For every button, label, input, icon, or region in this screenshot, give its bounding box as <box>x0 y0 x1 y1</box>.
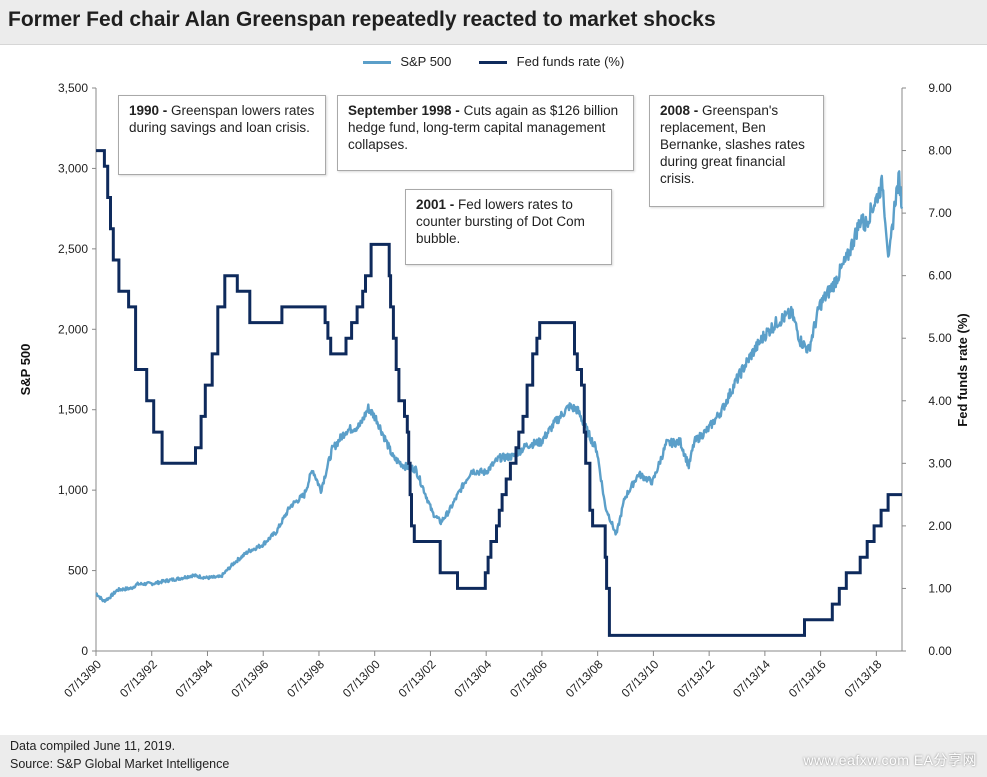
x-tick-label: 07/13/00 <box>340 657 383 700</box>
title-bar: Former Fed chair Alan Greenspan repeated… <box>0 0 987 45</box>
y-tick-label-right: 9.00 <box>928 81 952 95</box>
x-tick-label: 07/13/96 <box>228 657 271 700</box>
y-tick-label-right: 7.00 <box>928 206 952 220</box>
y-tick-label-left: 0 <box>81 644 88 658</box>
y-tick-label-right: 3.00 <box>928 456 952 470</box>
x-tick-label: 07/13/16 <box>786 657 829 700</box>
y-axis-title-right: Fed funds rate (%) <box>955 313 970 426</box>
y-tick-label-right: 4.00 <box>928 394 952 408</box>
annotation-2008-text: Greenspan's replacement, Ben Bernanke, s… <box>660 103 805 186</box>
x-tick-label: 07/13/94 <box>173 657 216 700</box>
x-tick-label: 07/13/06 <box>507 657 550 700</box>
y-tick-label-right: 0.00 <box>928 644 952 658</box>
y-tick-label-right: 5.00 <box>928 331 952 345</box>
y-tick-label-left: 2,500 <box>58 242 88 256</box>
y-tick-label-left: 1,500 <box>58 403 88 417</box>
y-tick-label-left: 3,000 <box>58 161 88 175</box>
annotation-1990: 1990 - Greenspan lowers rates during sav… <box>118 95 326 175</box>
x-tick-label: 07/13/90 <box>61 657 104 700</box>
x-tick-label: 07/13/02 <box>396 657 439 700</box>
legend-label-sp500: S&P 500 <box>400 54 452 70</box>
watermark: www.eafxw.com EA分享网 <box>803 752 977 768</box>
x-tick-label: 07/13/12 <box>674 657 717 700</box>
y-tick-label-left: 1,000 <box>58 483 88 497</box>
footer-date-note: Data compiled June 11, 2019. <box>10 739 176 753</box>
y-tick-label-right: 1.00 <box>928 581 952 595</box>
chart-title: Former Fed chair Alan Greenspan repeated… <box>8 8 716 31</box>
annotation-2001: 2001 - Fed lowers rates to counter burst… <box>405 189 612 265</box>
annotation-1998: September 1998 - Cuts again as $126 bill… <box>337 95 634 171</box>
y-axis-title-left: S&P 500 <box>18 344 33 396</box>
series-line-fed-funds <box>96 149 902 637</box>
y-tick-label-left: 3,500 <box>58 81 88 95</box>
annotation-1998-text: Cuts again as $126 billion hedge fund, l… <box>348 103 619 152</box>
annotation-1990-bold: 1990 - <box>129 103 168 118</box>
legend-label-fed: Fed funds rate (%) <box>516 54 625 70</box>
footer: Data compiled June 11, 2019. Source: S&P… <box>0 735 987 777</box>
x-tick-label: 07/13/18 <box>842 657 885 700</box>
y-tick-label-left: 2,000 <box>58 322 88 336</box>
annotation-1990-text: Greenspan lowers rates during savings an… <box>129 103 315 135</box>
series-line-sp500 <box>95 170 904 603</box>
legend-item-sp500: S&P 500 <box>362 54 452 70</box>
x-tick-label: 07/13/04 <box>451 657 494 700</box>
y-tick-label-right: 2.00 <box>928 519 952 533</box>
annotation-2008-bold: 2008 - <box>660 103 699 118</box>
x-tick-label: 07/13/92 <box>117 657 160 700</box>
footer-source: Source: S&P Global Market Intelligence <box>10 757 230 771</box>
series-layer <box>95 149 904 637</box>
x-tick-label: 07/13/10 <box>619 657 662 700</box>
x-tick-label: 07/13/98 <box>284 657 327 700</box>
y-tick-label-right: 8.00 <box>928 144 952 158</box>
annotation-2001-bold: 2001 - <box>416 197 455 212</box>
legend-item-fed: Fed funds rate (%) <box>479 54 624 69</box>
x-tick-label: 07/13/14 <box>730 657 773 700</box>
y-tick-label-right: 6.00 <box>928 269 952 283</box>
chart-canvas: 0 500 1,000 1,500 2,000 2,500 3,000 3,500 0.00 1.… <box>18 81 970 700</box>
legend: S&P 500 Fed funds rate (%) <box>0 53 987 69</box>
annotation-2001-text: Fed lowers rates to counter bursting of … <box>416 197 585 246</box>
x-tick-label: 07/13/08 <box>563 657 606 700</box>
legend-swatch-sp500 <box>362 61 391 65</box>
y-tick-label-left: 500 <box>68 564 88 578</box>
legend-swatch-fed <box>479 61 508 65</box>
annotation-2008: 2008 - Greenspan's replacement, Ben Bern… <box>649 95 824 207</box>
annotation-1998-bold: September 1998 - <box>348 103 460 118</box>
